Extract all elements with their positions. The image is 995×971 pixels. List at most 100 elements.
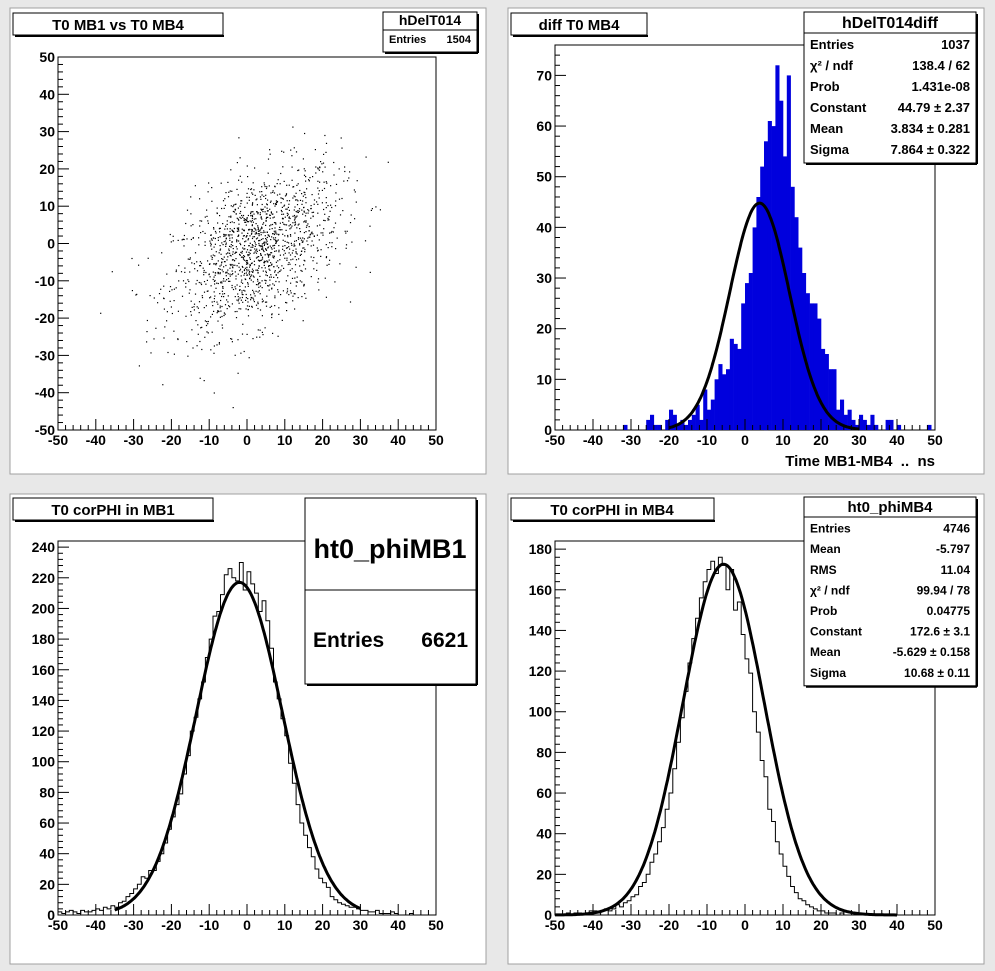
stats-value: 1037 [941,37,970,52]
x-tick-label: -50 [48,432,68,448]
scatter-point [253,236,256,238]
scatter-point [290,235,292,237]
scatter-point [308,210,310,212]
histogram-bin [748,273,753,430]
stats-label: Mean [810,121,843,136]
x-tick-label: 10 [775,917,791,933]
stats-name: ht0_phiMB4 [847,499,933,516]
scatter-point [310,256,312,258]
scatter-point [242,214,245,217]
scatter-point [286,200,288,202]
scatter-point [304,132,306,135]
scatter-point [255,238,258,240]
scatter-point [238,298,240,300]
stats-label: Prob [810,79,840,94]
scatter-point [229,254,231,256]
scatter-point [304,248,306,251]
scatter-point [311,231,313,233]
scatter-point [284,252,286,254]
scatter-point [273,266,275,268]
scatter-point [279,229,282,231]
pad-diff-histogram: -50 -40 -30 -20 -10 0 10 20 30 40 5001020304050607… [507,7,985,475]
scatter-point [242,301,244,303]
scatter-point [175,269,177,271]
scatter-point [222,293,224,295]
scatter-point [318,197,320,199]
x-tick-label: -20 [161,432,181,448]
scatter-point [283,223,285,225]
scatter-point [355,201,357,203]
scatter-point [200,265,202,267]
scatter-point [201,295,203,297]
scatter-point [295,252,297,254]
scatter-point [317,281,319,283]
scatter-point [344,166,346,168]
scatter-point [221,269,223,271]
scatter-point [271,236,273,238]
scatter-point [209,242,212,244]
scatter-point [250,249,252,251]
scatter-point [248,254,250,256]
scatter-point [293,243,295,245]
scatter-point [153,338,155,340]
scatter-point [271,248,273,250]
scatter-point [302,241,304,243]
scatter-point [294,216,296,218]
x-tick-label: -10 [697,432,717,448]
scatter-point [202,267,204,269]
scatter-point [258,286,260,288]
scatter-point [263,222,265,224]
scatter-point [277,277,279,279]
scatter-point [282,198,284,200]
scatter-point [269,208,271,210]
scatter-point [344,230,346,232]
scatter-point [293,245,295,247]
scatter-point [316,201,318,203]
scatter-point [267,285,269,287]
scatter-point [199,261,201,263]
scatter-point [238,234,240,236]
scatter-point [204,232,206,234]
scatter-point [264,243,266,245]
scatter-point [268,259,270,261]
scatter-point [235,251,238,253]
scatter-point [335,183,338,185]
scatter-point [196,270,199,272]
scatter-point [230,264,232,267]
scatter-point [250,211,252,213]
scatter-point [290,149,292,151]
scatter-point [274,227,276,229]
scatter-point [323,219,325,221]
scatter-point [242,247,244,249]
scatter-point [213,345,215,347]
scatter-point [251,225,253,227]
scatter-point [330,232,332,234]
scatter-point [222,258,224,260]
scatter-point [275,280,277,283]
scatter-point [275,200,277,202]
scatter-point [294,245,296,247]
scatter-point [269,245,271,247]
scatter-point [231,274,233,276]
scatter-point [226,228,228,230]
scatter-point [296,204,299,206]
scatter-point [265,213,267,215]
scatter-point [231,241,233,243]
scatter-point [321,202,323,204]
histogram-bin [722,374,727,430]
scatter-point [324,213,326,215]
scatter-point [213,310,215,312]
scatter-point [349,222,352,224]
histogram-bin [733,343,738,430]
scatter-point [184,267,186,269]
scatter-point [243,269,246,271]
scatter-point [339,263,341,265]
histogram-bin [657,424,662,430]
scatter-point [335,192,337,194]
scatter-point [241,296,243,299]
scatter-point [290,227,292,229]
scatter-point [303,210,305,212]
scatter-point [242,266,244,268]
x-tick-label: -30 [123,432,143,448]
